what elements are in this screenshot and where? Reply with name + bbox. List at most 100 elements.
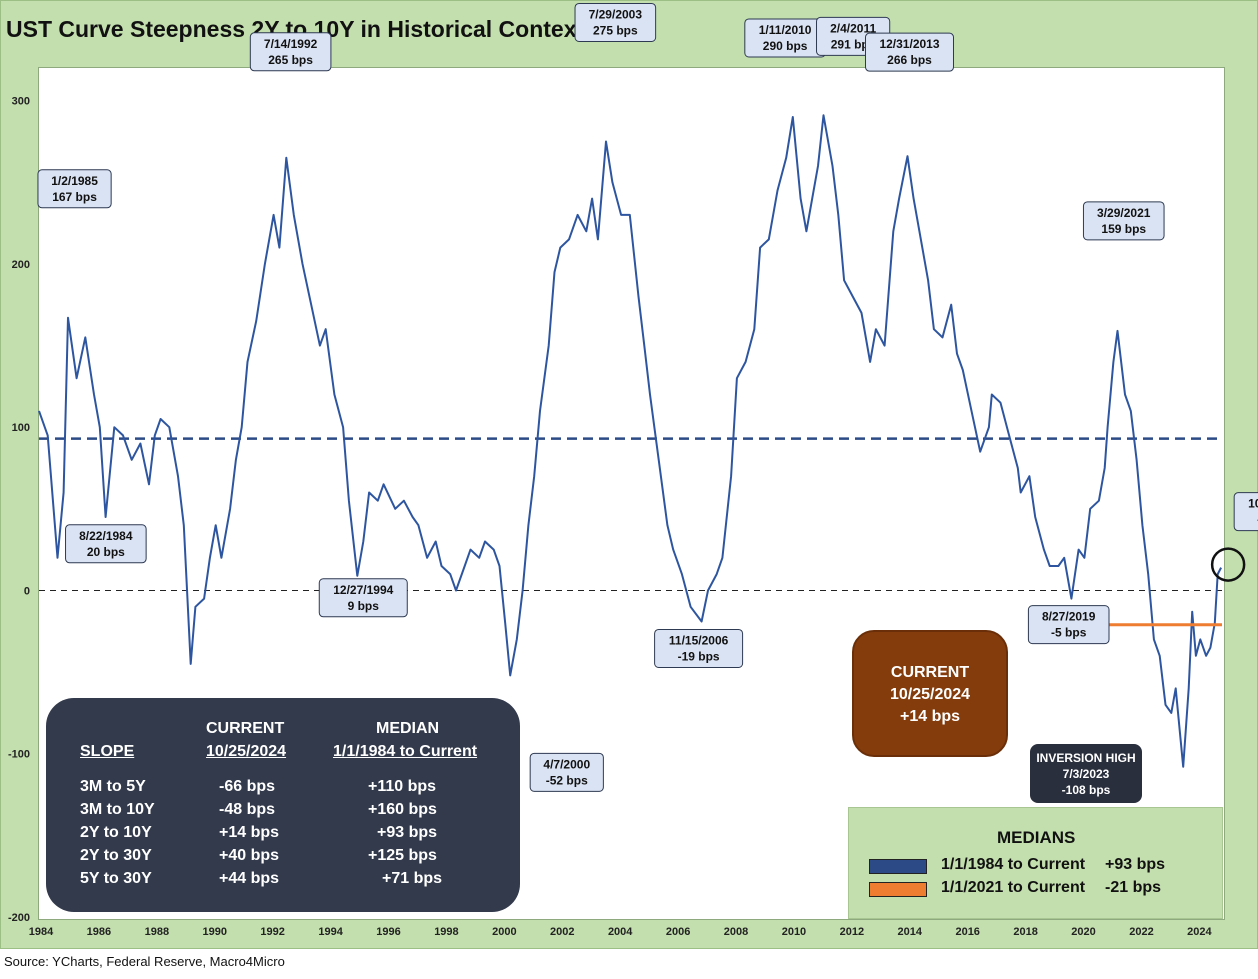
x-tick-label: 2006 bbox=[666, 926, 690, 938]
summary-row-median: +110 bps bbox=[368, 778, 437, 795]
y-tick-label: -200 bbox=[8, 912, 30, 924]
annotation-box bbox=[1027, 605, 1110, 645]
annotation-value: 291 bps bbox=[831, 37, 876, 51]
annotation-value: 265 bps bbox=[268, 53, 313, 67]
annotation-callout: 7/14/1992 265 bps bbox=[249, 32, 332, 72]
current-point-marker bbox=[1210, 547, 1246, 582]
annotation-callout: 12/27/1994 9 bps bbox=[318, 578, 408, 618]
inversion-high-callout: INVERSION HIGH 7/3/2023 -108 bps bbox=[1030, 744, 1142, 803]
summary-row-current: +14 bps bbox=[219, 824, 280, 841]
annotation-date: 11/15/2006 bbox=[669, 633, 729, 647]
summary-row-slope: 2Y to 30Y bbox=[80, 847, 152, 864]
x-tick-label: 1988 bbox=[145, 926, 169, 938]
annotation-date: 2/4/2011 bbox=[830, 21, 876, 35]
annotation-box bbox=[864, 32, 954, 72]
y-tick-label: 300 bbox=[12, 96, 30, 108]
summary-row-median: +71 bps bbox=[382, 870, 443, 887]
current-callout-line3: +14 bps bbox=[899, 708, 961, 725]
summary-row-slope: 2Y to 10Y bbox=[80, 824, 152, 841]
inversion-callout-line3: -108 bps bbox=[1061, 783, 1111, 797]
annotation-box bbox=[654, 628, 744, 668]
x-tick-label: 2008 bbox=[724, 926, 748, 938]
annotation-callout: 12/31/2013 266 bps bbox=[864, 32, 954, 72]
annotation-value: 9 bps bbox=[348, 599, 380, 613]
annotation-callout: 8/27/2019 -5 bps bbox=[1027, 605, 1110, 645]
summary-row-current: +44 bps bbox=[219, 870, 280, 887]
annotation-value: -5 bps bbox=[1051, 626, 1087, 640]
summary-row-median: +125 bps bbox=[368, 847, 437, 864]
annotation-value: 275 bps bbox=[593, 23, 638, 37]
summary-row-current: -66 bps bbox=[219, 778, 276, 795]
x-tick-label: 1990 bbox=[203, 926, 227, 938]
annotation-value: -19 bps bbox=[678, 649, 720, 663]
legend-value-long-median: +93 bps bbox=[1105, 856, 1166, 873]
summary-row-slope: 5Y to 30Y bbox=[80, 870, 152, 887]
annotation-box bbox=[529, 752, 604, 792]
summary-row-current: +40 bps bbox=[219, 847, 280, 864]
annotation-callout: 10/25/2023-13 bps bbox=[1233, 492, 1258, 532]
annotation-callout: 1/2/1985 167 bps bbox=[37, 169, 112, 209]
summary-head-current-1: CURRENT bbox=[206, 720, 285, 737]
annotation-box bbox=[574, 2, 657, 42]
medians-legend: MEDIANS 1/1/1984 to Current +93 bps 1/1/… bbox=[848, 807, 1223, 919]
annotation-date: 1/2/1985 bbox=[51, 174, 98, 188]
annotation-callout: 11/15/2006 -19 bps bbox=[654, 628, 744, 668]
legend-value-recent-median: -21 bps bbox=[1105, 879, 1162, 896]
annotation-box bbox=[1233, 492, 1258, 532]
series-line bbox=[38, 114, 1222, 768]
x-tick-label: 2020 bbox=[1071, 926, 1095, 938]
x-tick-label: 1984 bbox=[29, 926, 54, 938]
summary-head-median-1: MEDIAN bbox=[376, 720, 440, 737]
y-tick-label: 100 bbox=[12, 422, 30, 434]
annotation-box bbox=[249, 32, 332, 72]
current-callout-line2: 10/25/2024 bbox=[889, 686, 971, 703]
annotation-date: 7/29/2003 bbox=[589, 7, 643, 21]
legend-swatch-long-median bbox=[869, 859, 927, 874]
annotation-box bbox=[65, 524, 147, 564]
medians-legend-title: MEDIANS bbox=[997, 828, 1076, 847]
x-tick-label: 2022 bbox=[1129, 926, 1153, 938]
annotation-value: 159 bps bbox=[1101, 222, 1146, 236]
annotation-date: 12/31/2013 bbox=[879, 37, 939, 51]
annotation-value: 290 bps bbox=[763, 39, 808, 53]
y-tick-label: 0 bbox=[24, 585, 30, 597]
annotation-box bbox=[1082, 201, 1165, 241]
annotation-date: 10/25/2023 bbox=[1248, 497, 1258, 511]
inversion-callout-line2: 7/3/2023 bbox=[1062, 767, 1110, 781]
x-tick-label: 2010 bbox=[782, 926, 806, 938]
summary-head-current-2: 10/25/2024 bbox=[206, 743, 287, 760]
annotation-callout: 4/7/2000 -52 bps bbox=[529, 752, 604, 792]
legend-label-recent-median: 1/1/2021 to Current bbox=[941, 879, 1086, 896]
x-tick-label: 1998 bbox=[434, 926, 458, 938]
annotation-value: 266 bps bbox=[887, 53, 932, 67]
current-value-callout: CURRENT 10/25/2024 +14 bps bbox=[852, 630, 1008, 757]
summary-head-slope: SLOPE bbox=[80, 743, 135, 760]
annotation-date: 12/27/1994 bbox=[333, 583, 393, 597]
summary-head-median-2: 1/1/1984 to Current bbox=[333, 743, 478, 760]
summary-row-slope: 3M to 10Y bbox=[80, 801, 155, 818]
x-tick-label: 2002 bbox=[550, 926, 574, 938]
annotation-box bbox=[37, 169, 112, 209]
x-tick-label: 2004 bbox=[608, 926, 633, 938]
annotation-date: 1/11/2010 bbox=[759, 23, 812, 37]
annotation-box bbox=[318, 578, 408, 618]
y-tick-label: -100 bbox=[8, 749, 30, 761]
summary-row-current: -48 bps bbox=[219, 801, 276, 818]
legend-swatch-recent-median bbox=[869, 882, 927, 897]
x-tick-label: 2000 bbox=[492, 926, 516, 938]
current-callout-line1: CURRENT bbox=[890, 664, 970, 681]
legend-label-long-median: 1/1/1984 to Current bbox=[941, 856, 1086, 873]
x-tick-label: 2018 bbox=[1013, 926, 1037, 938]
annotation-callout: 7/29/2003 275 bps bbox=[574, 2, 657, 42]
y-tick-label: 200 bbox=[12, 259, 30, 271]
x-tick-label: 2024 bbox=[1187, 926, 1212, 938]
x-tick-label: 1994 bbox=[318, 926, 343, 938]
annotation-callout: 8/22/1984 20 bps bbox=[65, 524, 147, 564]
annotation-value: 167 bps bbox=[52, 190, 97, 204]
annotation-date: 3/29/2021 bbox=[1097, 206, 1151, 220]
x-tick-label: 2016 bbox=[955, 926, 979, 938]
annotation-date: 8/22/1984 bbox=[79, 529, 133, 543]
summary-row-median: +160 bps bbox=[368, 801, 437, 818]
inversion-callout-line1: INVERSION HIGH bbox=[1036, 751, 1136, 765]
